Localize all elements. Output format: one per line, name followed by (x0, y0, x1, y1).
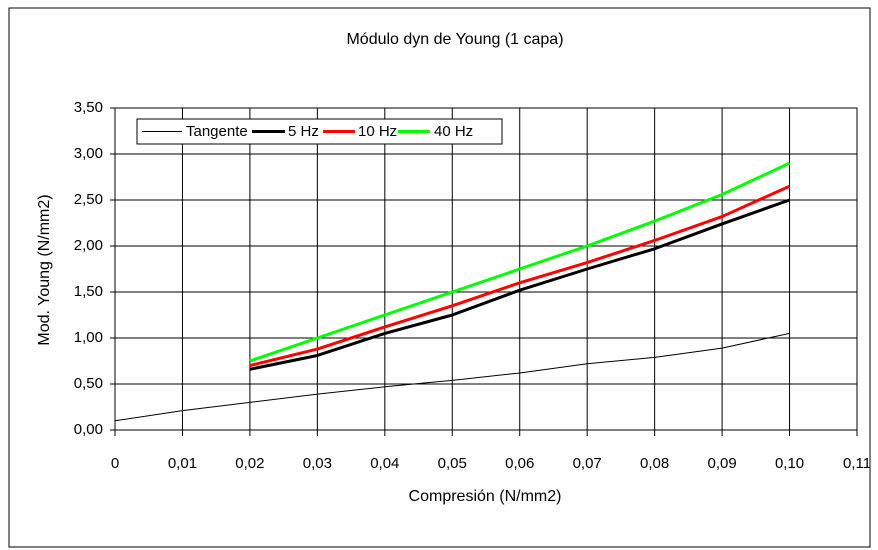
series-line (249, 198, 791, 371)
x-tick-label: 0,07 (573, 455, 602, 472)
x-tick-label: 0,06 (505, 455, 534, 472)
series-line (249, 184, 791, 368)
plot-area (114, 107, 858, 431)
x-tick-label: 0,09 (707, 455, 736, 472)
y-tick-label: 0,00 (74, 421, 103, 438)
y-axis-label: Mod. Young (N/mm2) (36, 194, 53, 345)
legend-label: 5 Hz (288, 123, 319, 140)
x-axis-label: Compresión (N/mm2) (409, 488, 562, 505)
series-line (114, 332, 790, 422)
y-tick-label: 1,00 (74, 329, 103, 346)
y-tick-label: 3,00 (74, 145, 103, 162)
x-tick-label: 0,11 (843, 455, 871, 472)
y-tick-label: 0,50 (74, 375, 103, 392)
x-tick-label: 0,03 (303, 455, 332, 472)
x-tick-label: 0,01 (168, 455, 197, 472)
y-tick-label: 1,50 (74, 283, 103, 300)
legend-label: 40 Hz (434, 123, 473, 140)
y-tick-label: 2,00 (74, 237, 103, 254)
series-line (249, 161, 791, 363)
x-tick-label: 0,02 (235, 455, 264, 472)
legend-label: Tangente (186, 123, 248, 140)
x-tick-label: 0,08 (640, 455, 669, 472)
x-tick-label: 0,10 (775, 455, 804, 472)
legend-label: 10 Hz (358, 123, 397, 140)
y-tick-label: 3,50 (74, 99, 103, 116)
x-tick-label: 0,05 (438, 455, 467, 472)
legend-box (136, 118, 503, 145)
chart-title: Módulo dyn de Young (1 capa) (346, 31, 563, 48)
y-tick-label: 2,50 (74, 191, 103, 208)
x-tick-label: 0,04 (370, 455, 399, 472)
x-tick-label: 0 (111, 455, 119, 472)
